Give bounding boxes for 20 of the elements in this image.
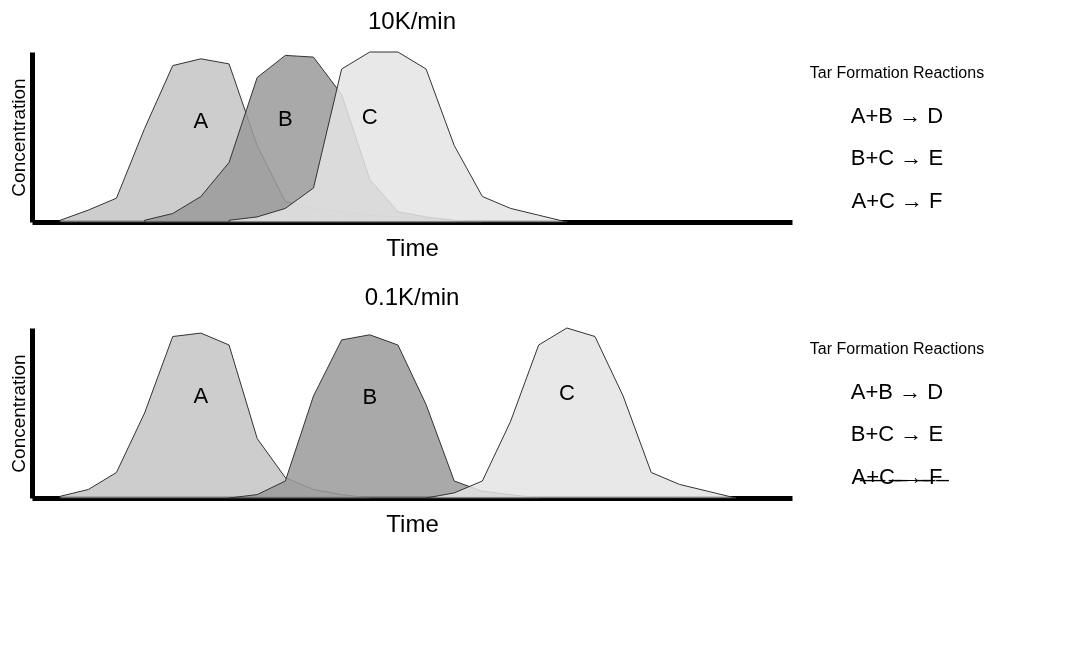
chart-title: 10K/min xyxy=(367,6,457,34)
series-label: A xyxy=(193,382,209,408)
chart-title: 0.1K/min xyxy=(364,282,460,310)
x-axis-title: Time xyxy=(386,509,439,537)
series-label: C xyxy=(361,103,378,129)
series-label: A xyxy=(193,107,209,133)
x-axis-title: Time xyxy=(386,233,439,261)
text: A+B → D xyxy=(850,378,944,404)
series-label: B xyxy=(277,105,293,131)
text: A+C → F xyxy=(851,187,943,213)
text: A+B → D xyxy=(850,102,944,128)
text: Tar Formation Reactions xyxy=(809,64,985,82)
series-label: C xyxy=(558,379,575,405)
text: B+C → E xyxy=(850,421,944,447)
text: A̶+̶C̶ ̶→̶ ̶F̶ xyxy=(851,463,950,489)
y-axis-title: Concentration xyxy=(7,78,29,197)
text: Tar Formation Reactions xyxy=(809,340,985,358)
series-label: B xyxy=(362,383,378,409)
text: B+C → E xyxy=(850,145,944,171)
y-axis-title: Concentration xyxy=(7,354,29,473)
